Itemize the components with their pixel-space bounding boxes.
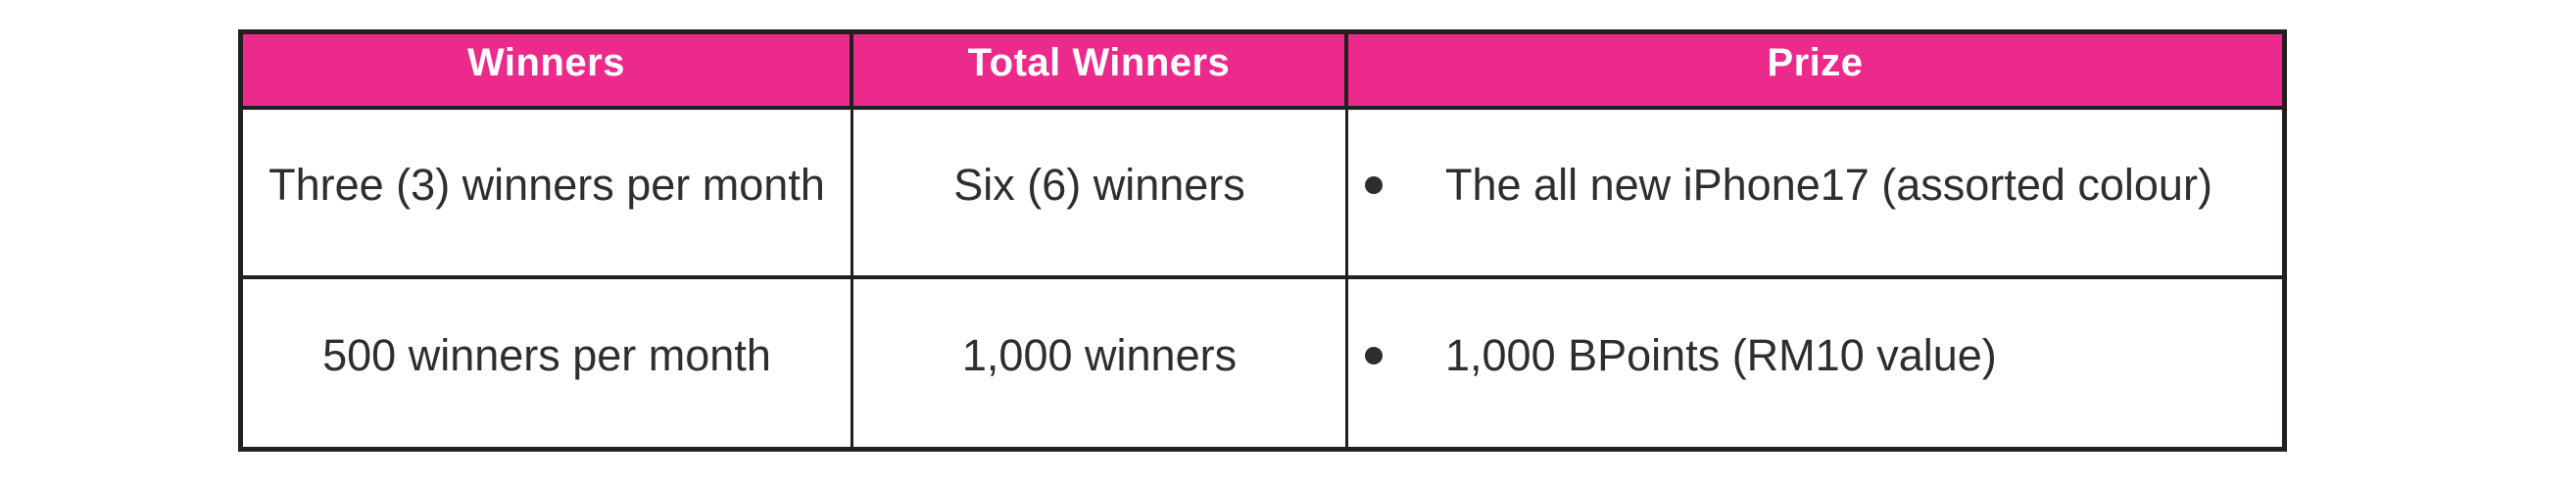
header-label-total-winners: Total Winners [967,41,1231,84]
row2-total-winners-text: 1,000 winners [961,329,1238,380]
cell-row1-prize: The all new iPhone17 (assorted colour) [1348,110,2282,279]
prizes-table: Winners Total Winners Prize Three (3) wi… [238,29,2287,452]
header-label-prize: Prize [1767,41,1864,84]
cell-row1-total-winners: Six (6) winners [853,110,1348,279]
header-label-winners: Winners [467,41,625,84]
cell-row2-total-winners: 1,000 winners [853,279,1348,447]
row2-prize-text: 1,000 BPoints (RM10 value) [1445,329,1997,380]
bullet-icon [1365,346,1383,364]
cell-row1-winners: Three (3) winners per month [243,110,853,279]
row1-winners-text: Three (3) winners per month [268,159,825,210]
header-cell-total-winners: Total Winners [853,34,1348,110]
row1-total-winners-text: Six (6) winners [953,159,1245,210]
row1-prize-text: The all new iPhone17 (assorted colour) [1445,159,2212,210]
cell-row2-prize: 1,000 BPoints (RM10 value) [1348,279,2282,447]
bullet-icon [1365,175,1383,194]
cell-row2-winners: 500 winners per month [243,279,853,447]
header-cell-prize: Prize [1348,34,2282,110]
header-cell-winners: Winners [243,34,853,110]
row2-winners-text: 500 winners per month [322,329,771,380]
